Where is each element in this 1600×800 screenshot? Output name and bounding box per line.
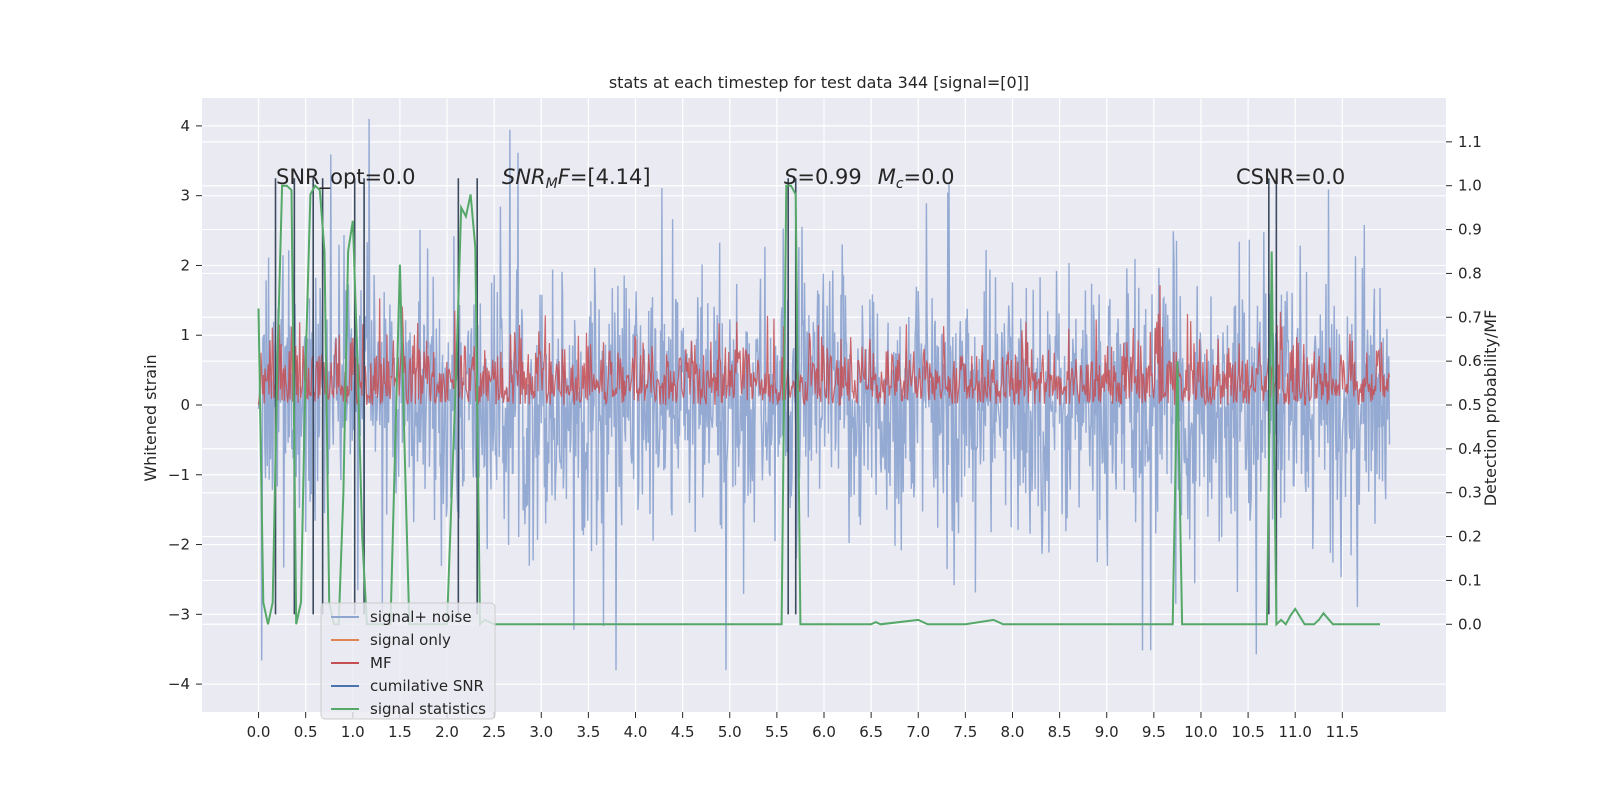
series-signal-statistics bbox=[257, 184, 1380, 627]
y-tick-label: −2 bbox=[168, 536, 190, 554]
y2-tick-label: 0.2 bbox=[1458, 528, 1482, 546]
annotation-snr-mf-base: SNR bbox=[502, 165, 546, 189]
x-tick-label: 10.0 bbox=[1184, 723, 1217, 741]
y2-tick-label: 0.7 bbox=[1458, 308, 1482, 326]
x-tick-label: 11.0 bbox=[1279, 723, 1312, 741]
y2-tick-label: 0.4 bbox=[1458, 440, 1482, 458]
x-tick-label: 8.5 bbox=[1048, 723, 1072, 741]
y2-tick-label: 0.5 bbox=[1458, 396, 1482, 414]
annotation-m-sub: c bbox=[896, 176, 904, 192]
y-tick-label: −1 bbox=[168, 466, 190, 484]
legend-entry: MF bbox=[370, 654, 392, 672]
legend-entry: signal statistics bbox=[370, 700, 486, 718]
x-tick-label: 7.0 bbox=[906, 723, 930, 741]
annotation-m-value: =0.0 bbox=[904, 165, 955, 189]
x-tick-label: 8.0 bbox=[1001, 723, 1025, 741]
y2-tick-label: 0.3 bbox=[1458, 484, 1482, 502]
annotation-stat: S=0.99 Mc=0.0 bbox=[784, 165, 955, 192]
chart-title: stats at each timestep for test data 344… bbox=[609, 73, 1029, 92]
annotation-snr-mf-f: F bbox=[558, 165, 571, 189]
x-tick-label: 0.5 bbox=[294, 723, 318, 741]
y-tick-label: −4 bbox=[168, 675, 190, 693]
y-tick-label: −3 bbox=[168, 605, 190, 623]
x-tick-label: 6.5 bbox=[859, 723, 883, 741]
x-tick-label: 2.5 bbox=[482, 723, 506, 741]
x-tick-label: 9.0 bbox=[1095, 723, 1119, 741]
legend: signal+ noise signal only MF cumilative SNR… bbox=[320, 602, 496, 720]
annotation-s-value: =0.99 bbox=[797, 165, 861, 189]
annotation-snr-mf: SNRMF=[4.14] bbox=[502, 165, 651, 192]
x-tick-label: 9.5 bbox=[1142, 723, 1166, 741]
y-axis-right: 1.1 1.0 0.9 0.8 0.7 0.6 0.5 0.4 0.3 0.2 0.1 0.0 bbox=[1446, 133, 1482, 633]
annotation-snr-mf-sub: M bbox=[546, 176, 558, 192]
y-tick-label: 2 bbox=[180, 256, 190, 274]
grid-lines bbox=[202, 98, 1446, 712]
x-tick-label: 5.5 bbox=[765, 723, 789, 741]
annotation-snr-opt: SNR_opt=0.0 bbox=[276, 165, 416, 190]
annotation-snr-mf-value: =[4.14] bbox=[570, 165, 651, 189]
x-tick-label: 4.5 bbox=[671, 723, 695, 741]
y2-tick-label: 1.0 bbox=[1458, 177, 1482, 195]
y2-axis-label: Detection probability/MF bbox=[1481, 310, 1500, 507]
y2-tick-label: 0.1 bbox=[1458, 571, 1482, 589]
legend-entry: cumilative SNR bbox=[370, 677, 484, 695]
annotation-s-label: S bbox=[784, 165, 797, 189]
legend-entry: signal+ noise bbox=[370, 608, 472, 626]
y2-tick-label: 0.8 bbox=[1458, 264, 1482, 282]
y2-tick-label: 1.1 bbox=[1458, 133, 1482, 151]
x-tick-label: 2.0 bbox=[435, 723, 459, 741]
y-tick-label: 4 bbox=[180, 117, 190, 135]
y2-tick-label: 0.0 bbox=[1458, 615, 1482, 633]
data-layer bbox=[257, 118, 1391, 671]
x-tick-label: 6.0 bbox=[812, 723, 836, 741]
annotation-m-label: M bbox=[878, 165, 896, 189]
x-tick-label: 4.0 bbox=[624, 723, 648, 741]
y2-tick-label: 0.9 bbox=[1458, 221, 1482, 239]
x-tick-label: 10.5 bbox=[1231, 723, 1264, 741]
x-tick-label: 11.5 bbox=[1326, 723, 1359, 741]
x-tick-label: 7.5 bbox=[953, 723, 977, 741]
y-tick-label: 1 bbox=[180, 326, 190, 344]
x-tick-label: 0.0 bbox=[247, 723, 271, 741]
series-mf bbox=[257, 285, 1391, 407]
x-tick-label: 5.0 bbox=[718, 723, 742, 741]
y-axis-label: Whitened strain bbox=[141, 354, 160, 481]
x-tick-label: 3.5 bbox=[576, 723, 600, 741]
y-axis-left: 4 3 2 1 0 −1 −2 −3 −4 bbox=[168, 117, 202, 693]
x-tick-label: 1.0 bbox=[341, 723, 365, 741]
x-tick-label: 1.5 bbox=[388, 723, 412, 741]
y2-tick-label: 0.6 bbox=[1458, 352, 1482, 370]
legend-entry: signal only bbox=[370, 631, 451, 649]
x-axis: 0.0 0.5 1.0 1.5 2.0 2.5 3.0 3.5 4.0 4.5 5.0 5.5 6.0 6… bbox=[247, 712, 1359, 741]
annotation-csnr: CSNR=0.0 bbox=[1236, 165, 1345, 189]
x-tick-label: 3.0 bbox=[529, 723, 553, 741]
legend-box bbox=[320, 602, 496, 720]
y-tick-label: 0 bbox=[180, 396, 190, 414]
y-tick-label: 3 bbox=[180, 187, 190, 205]
